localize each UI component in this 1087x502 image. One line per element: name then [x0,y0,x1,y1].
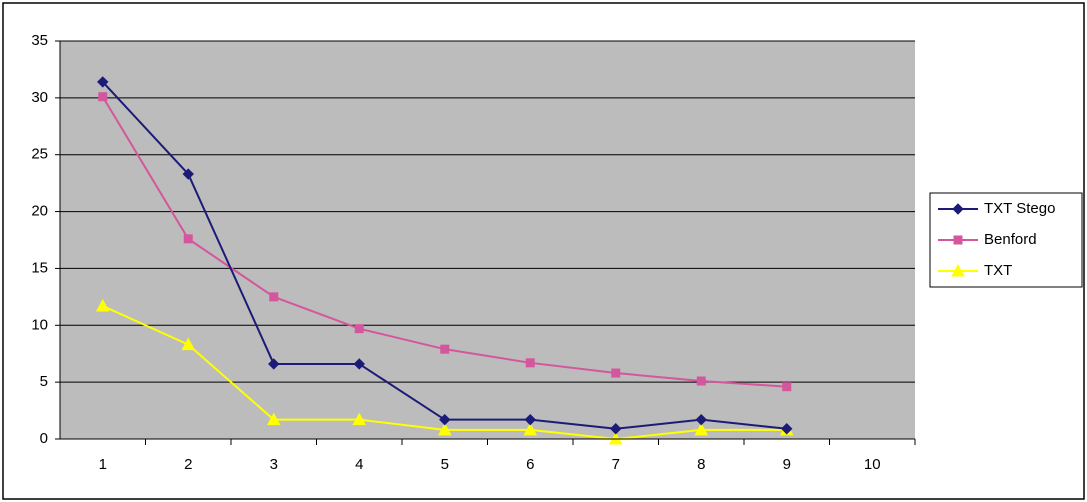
marker [694,422,709,436]
x-tick-label: 1 [99,456,107,473]
y-tick-label: 15 [31,259,48,276]
x-tick-label: 7 [612,456,620,473]
marker [98,92,108,102]
x-tick-label: 4 [355,456,363,473]
x-tick-label: 10 [864,456,881,473]
marker [95,298,110,312]
y-tick-label: 0 [40,430,48,447]
legend-label: TXT [984,262,1012,279]
marker [440,344,450,354]
marker [782,382,792,392]
marker [354,324,364,334]
marker [525,358,535,368]
plot-area [60,41,915,439]
x-tick-label: 9 [783,456,791,473]
marker [266,412,281,426]
marker [523,422,538,436]
marker [183,234,193,244]
marker [269,292,279,302]
marker [953,235,963,245]
marker [695,413,707,426]
marker [97,76,109,88]
marker [439,413,451,426]
marker [181,337,196,351]
marker [268,358,280,370]
legend-label: Benford [984,231,1037,248]
x-tick-label: 3 [270,456,278,473]
marker [781,423,793,435]
marker [352,412,367,426]
y-tick-label: 5 [40,373,48,390]
y-tick-label: 25 [31,146,48,163]
y-tick-label: 20 [31,203,48,220]
marker [611,368,621,378]
marker [952,203,964,215]
x-tick-label: 8 [697,456,705,473]
y-tick-label: 30 [31,89,48,106]
y-tick-label: 35 [31,32,48,49]
y-tick-label: 10 [31,316,48,333]
legend-label: TXT Stego [984,200,1055,217]
marker [353,358,365,370]
marker [437,422,452,436]
x-tick-label: 2 [184,456,192,473]
marker [610,423,622,435]
marker [182,168,194,180]
marker [951,263,965,277]
marker [524,413,536,426]
x-tick-label: 6 [526,456,534,473]
marker [696,376,706,386]
x-tick-label: 5 [441,456,449,473]
